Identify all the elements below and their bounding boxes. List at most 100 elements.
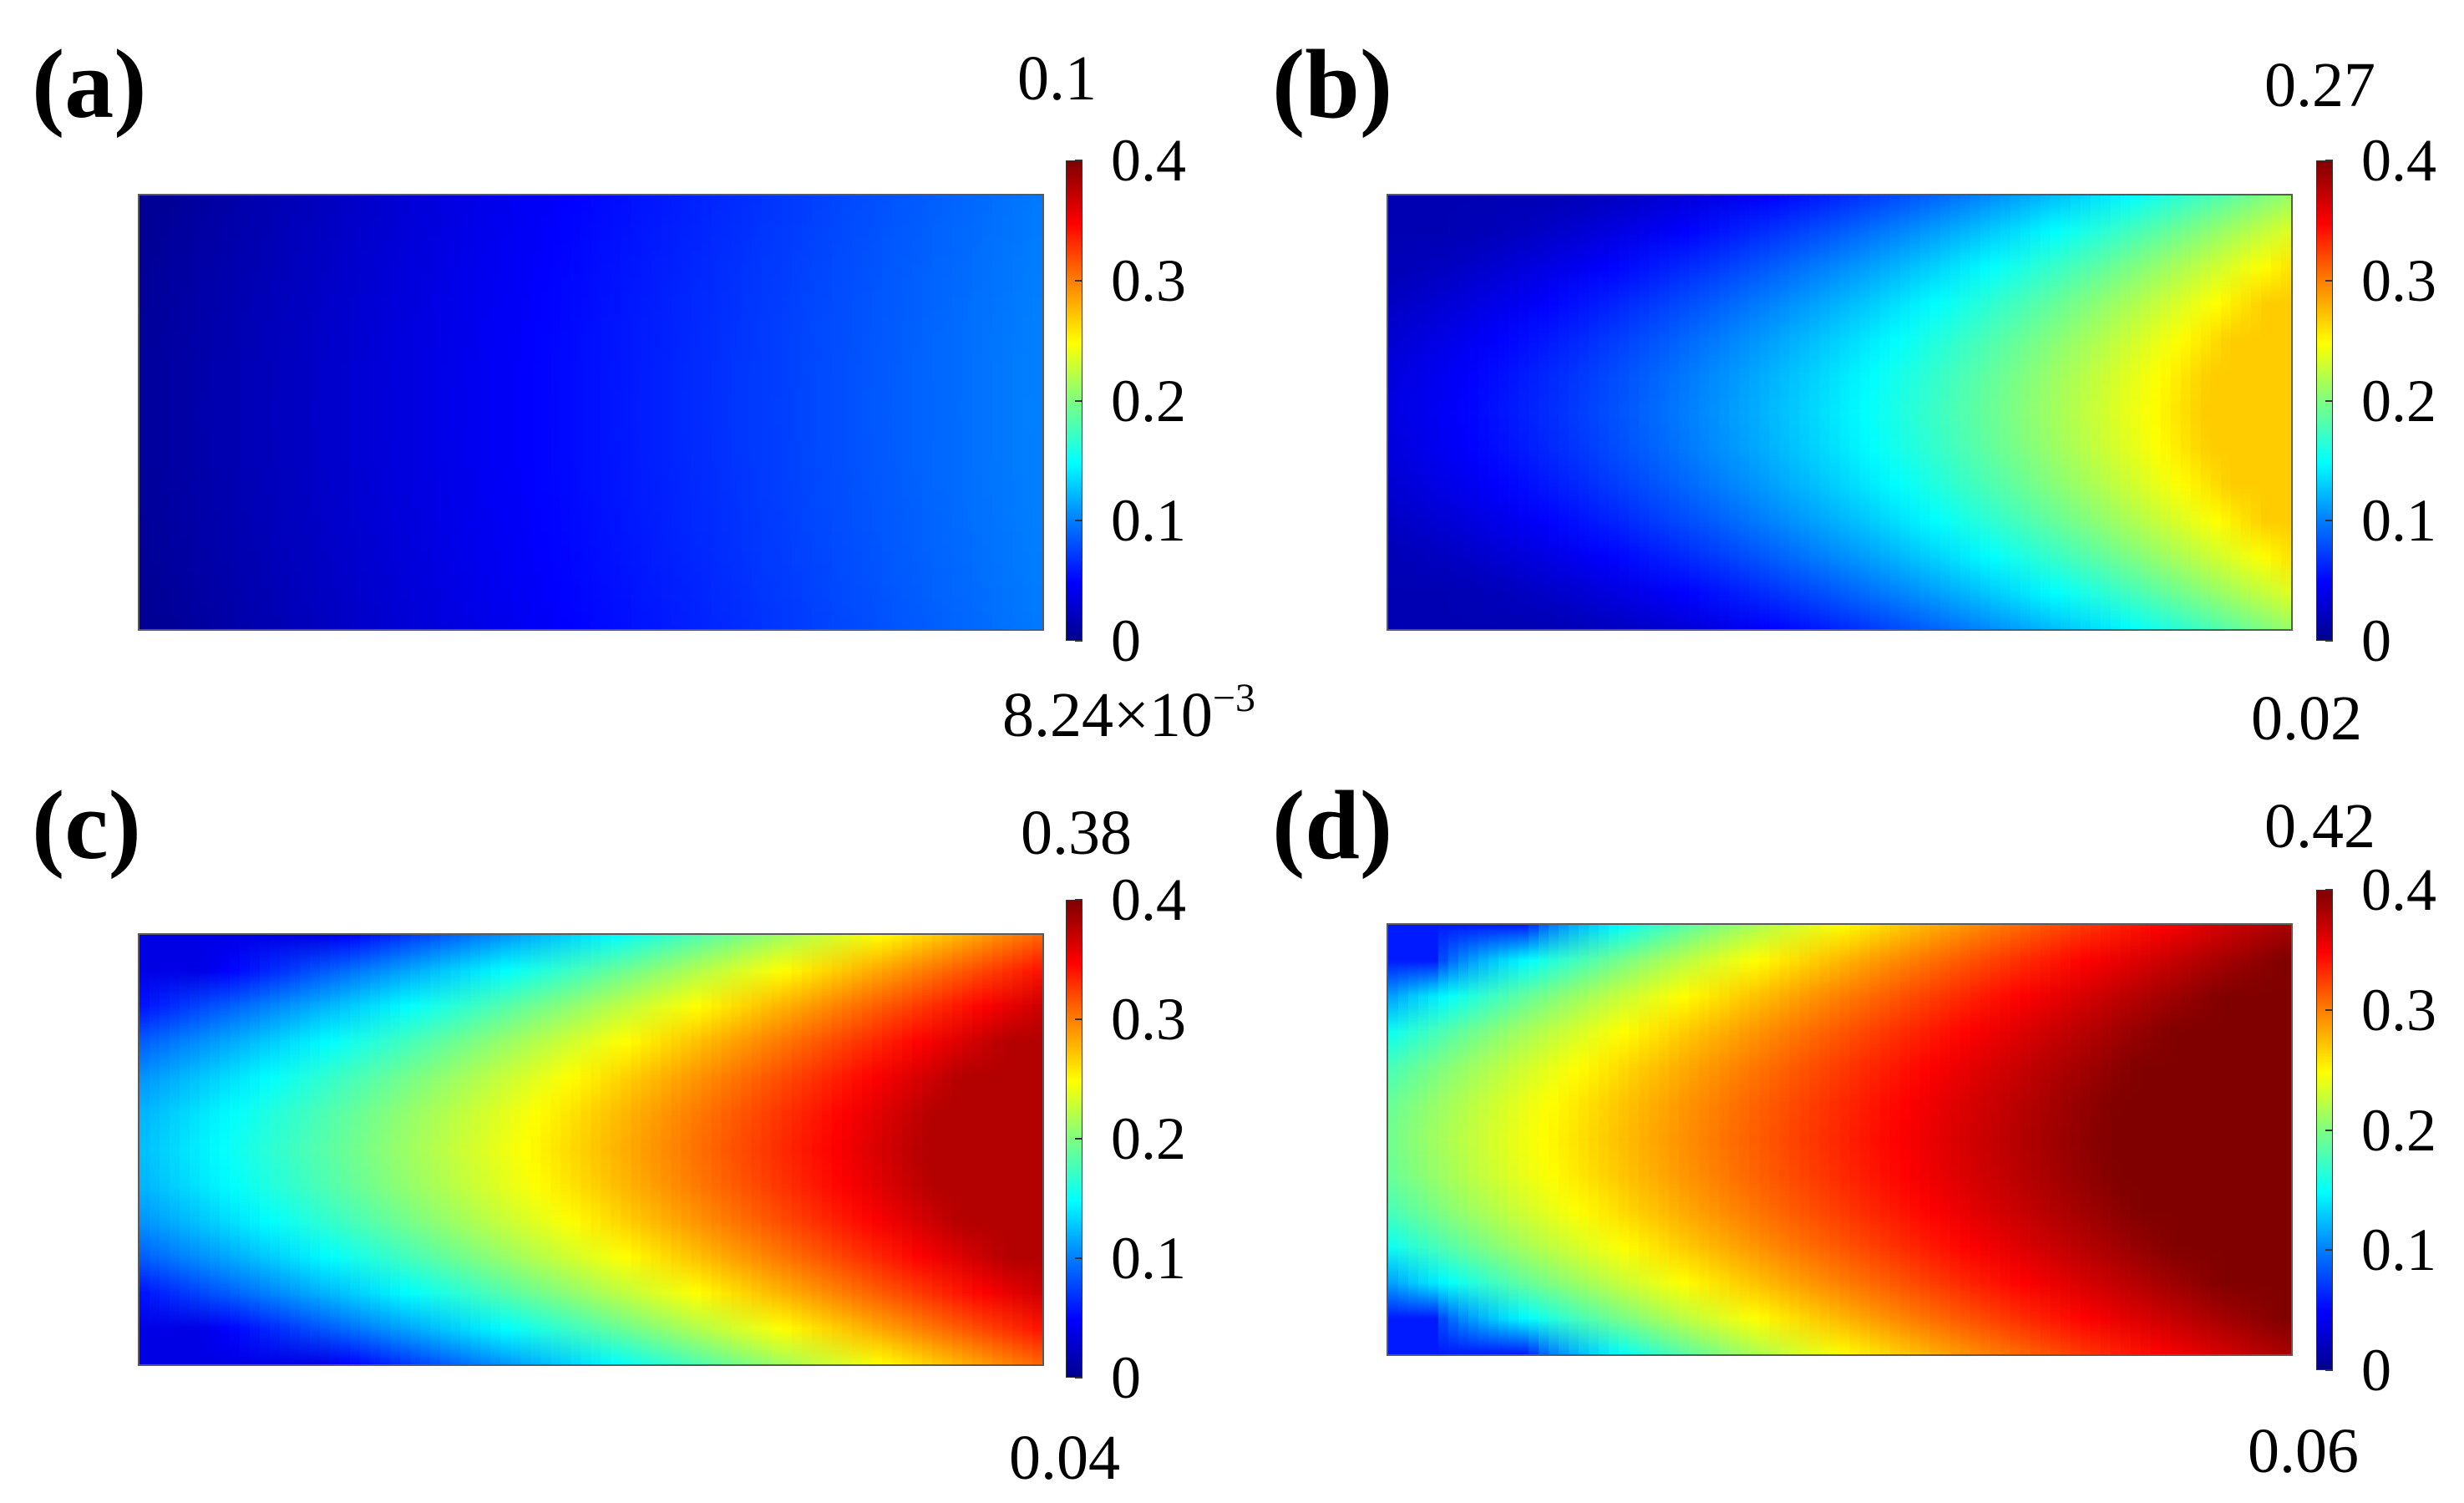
heatmap-strip <box>250 195 261 629</box>
heatmap-strip <box>2030 195 2041 629</box>
heatmap-strip <box>1819 195 1831 629</box>
heatmap-strip <box>330 935 342 1364</box>
heatmap-strip <box>1819 925 1831 1354</box>
heatmap-strip <box>2190 195 2202 629</box>
heatmap-strip <box>2140 925 2152 1354</box>
heatmap-strip <box>1398 195 1410 629</box>
heatmap-strip <box>290 935 302 1364</box>
heatmap-strip <box>430 935 442 1364</box>
heatmap-strip <box>1438 925 1450 1354</box>
colorbar-tick-mark <box>2325 1369 2333 1371</box>
heatmap-strip <box>821 195 833 629</box>
heatmap-strip <box>2200 195 2212 629</box>
heatmap-strip <box>540 195 552 629</box>
colorbar-tick-label: 0 <box>1111 1344 1141 1411</box>
heatmap-strip <box>831 195 843 629</box>
heatmap-strip <box>941 935 953 1364</box>
heatmap-strip <box>1589 925 1600 1354</box>
colorbar-tick-label: 0.3 <box>1111 246 1186 314</box>
heatmap-strip <box>791 195 803 629</box>
heatmap-strip <box>701 195 712 629</box>
heatmap-strip <box>270 935 281 1364</box>
heatmap-strip <box>2160 925 2172 1354</box>
heatmap-strip <box>1649 925 1660 1354</box>
heatmap-strip <box>360 195 372 629</box>
heatmap-strip <box>1990 925 2001 1354</box>
heatmap-strip <box>390 935 402 1364</box>
heatmap-strip <box>1679 925 1691 1354</box>
heatmap-strip <box>1679 195 1691 629</box>
heatmap-strip <box>380 935 392 1364</box>
heatmap-strip <box>410 195 422 629</box>
heatmap-strip <box>751 195 763 629</box>
heatmap-strip <box>550 195 562 629</box>
heatmap-strip <box>1488 195 1500 629</box>
heatmap-strip <box>150 195 161 629</box>
heatmap-strip <box>1919 925 1931 1354</box>
min-value-label: 0.06 <box>2248 1416 2359 1486</box>
heatmap-strip <box>320 195 332 629</box>
heatmap-strip <box>711 195 722 629</box>
colorbar-tick-label: 0.1 <box>1111 487 1186 555</box>
heatmap-strip <box>2150 195 2162 629</box>
heatmap-strip <box>1949 195 1961 629</box>
heatmap-strip <box>2220 925 2232 1354</box>
colorbar-tick-mark <box>2325 520 2333 522</box>
heatmap-strip <box>1619 925 1630 1354</box>
heatmap-strip <box>711 935 722 1364</box>
heatmap-strip <box>971 195 983 629</box>
colorbar-tick-mark <box>1075 899 1082 901</box>
heatmap-strip <box>1849 925 1861 1354</box>
heatmap-strip <box>861 195 873 629</box>
heatmap-strip <box>1879 925 1891 1354</box>
heatmap-strip <box>170 935 181 1364</box>
heatmap-strip <box>1749 195 1761 629</box>
panel-a: (a) 0.1 8.24×10−3 0 0.1 0.2 0.3 0.4 <box>0 0 1255 752</box>
heatmap-strip <box>681 195 692 629</box>
heatmap-strip <box>2070 195 2081 629</box>
heatmap-strip <box>470 935 482 1364</box>
heatmap-strip <box>1980 925 1991 1354</box>
heatmap-strip <box>771 935 783 1364</box>
heatmap-svg <box>1388 925 2291 1354</box>
heatmap-strip <box>1448 195 1460 629</box>
heatmap-strip <box>1609 195 1620 629</box>
heatmap-strip <box>2240 195 2252 629</box>
heatmap-strip <box>1699 925 1711 1354</box>
panel-c: (c) 0.38 0.04 0 0.1 0.2 0.3 0.4 <box>0 751 1232 1503</box>
heatmap-strip <box>560 935 572 1364</box>
colorbar-tick-mark <box>2325 1129 2333 1131</box>
heatmap-strip <box>1438 195 1450 629</box>
heatmap-strip <box>1719 195 1731 629</box>
heatmap-field <box>138 194 1044 631</box>
max-value-label: 0.1 <box>1017 43 1097 114</box>
heatmap-strip <box>490 195 502 629</box>
heatmap-strip <box>300 935 312 1364</box>
heatmap-strip <box>911 935 923 1364</box>
heatmap-strip <box>1629 195 1640 629</box>
heatmap-strip <box>911 195 923 629</box>
heatmap-strip <box>981 195 993 629</box>
colorbar-tick-label: 0.2 <box>1111 1105 1186 1172</box>
heatmap-strip <box>2220 195 2232 629</box>
heatmap-strip <box>220 195 231 629</box>
heatmap-strip <box>891 195 903 629</box>
heatmap-strip <box>671 935 682 1364</box>
heatmap-strip <box>510 935 522 1364</box>
heatmap-strip <box>1970 925 1981 1354</box>
heatmap-strip <box>1011 935 1023 1364</box>
heatmap-strip <box>2210 195 2222 629</box>
heatmap-strip <box>661 195 672 629</box>
heatmap-strip <box>390 195 402 629</box>
heatmap-strip <box>931 195 943 629</box>
heatmap-strip <box>2170 195 2182 629</box>
heatmap-field <box>1387 194 2293 631</box>
heatmap-strip <box>1498 925 1510 1354</box>
heatmap-strip <box>180 935 191 1364</box>
heatmap-strip <box>1428 925 1440 1354</box>
heatmap-strip <box>1579 925 1590 1354</box>
colorbar-tick-label: 0.4 <box>2361 856 2436 923</box>
heatmap-strip <box>440 195 452 629</box>
min-value-mantissa: 8.24×10 <box>1002 680 1213 750</box>
min-value-label: 0.02 <box>2251 683 2362 754</box>
